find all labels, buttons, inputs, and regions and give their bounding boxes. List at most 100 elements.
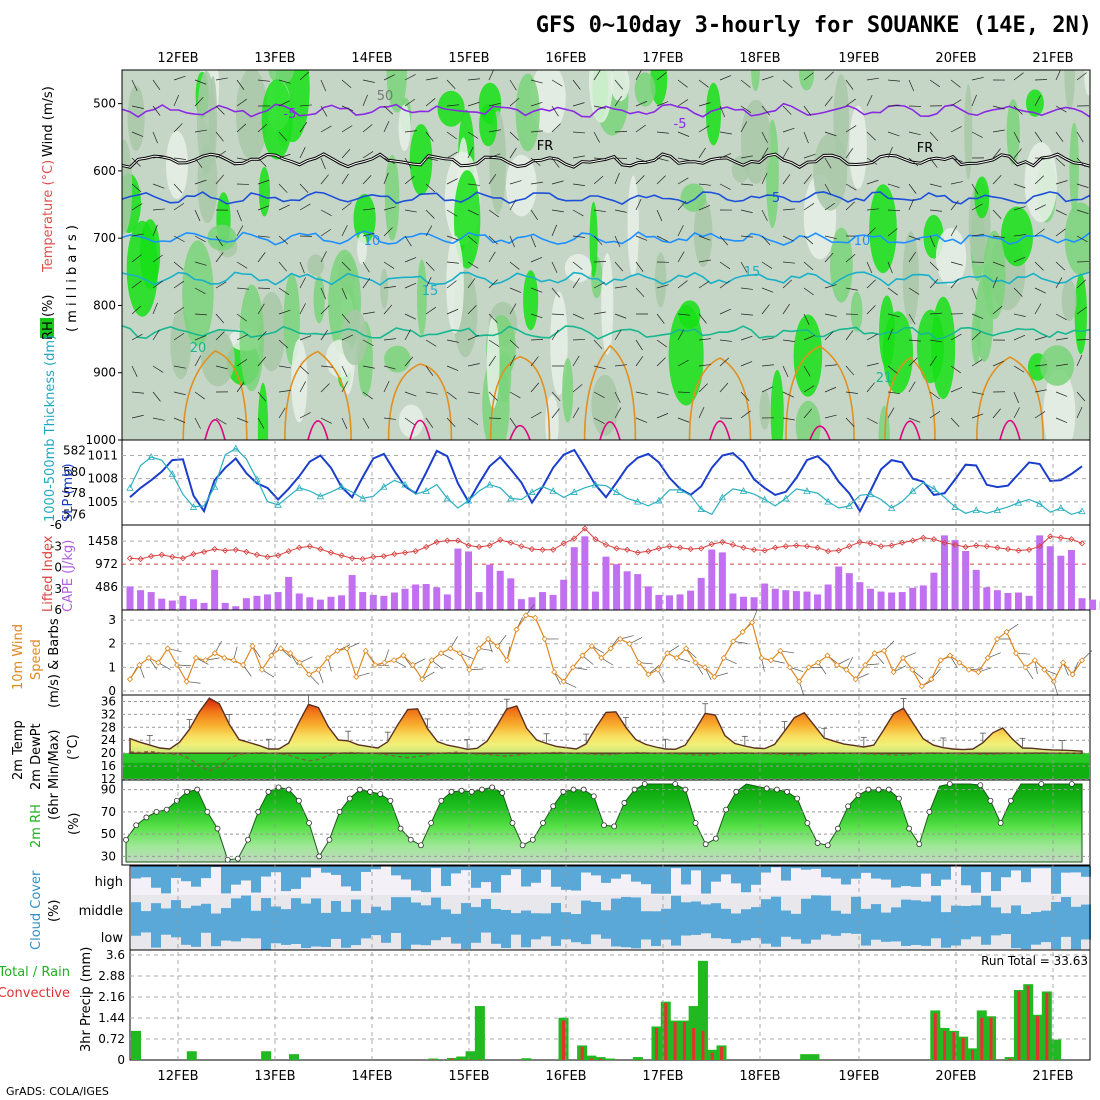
- warm-contour: [284, 350, 352, 440]
- cape-bar: [1046, 546, 1054, 610]
- bottom-date-axis: 12FEB 13FEB 14FEB 15FEB 16FEB 17FEB 18FEB 19FEB…: [157, 1069, 1073, 1084]
- li-point: [1057, 534, 1064, 541]
- hot-contour: [307, 420, 329, 440]
- wind10m-barb: [393, 659, 407, 668]
- precip-total-bar: [261, 1051, 272, 1060]
- hot-contour: [709, 420, 731, 440]
- rh-blob: [353, 193, 376, 244]
- date-label-bottom: 14FEB: [351, 1069, 392, 1084]
- cloud-mid-cell: [451, 913, 461, 922]
- cloud-high-cell: [601, 866, 611, 883]
- cloud-high-cell: [271, 866, 281, 873]
- rh-blob: [398, 404, 424, 438]
- li-point: [476, 543, 483, 551]
- cloud-high-cell: [631, 866, 641, 882]
- rh-point: [234, 855, 241, 862]
- cape-bar: [454, 548, 462, 610]
- thickness-point: [824, 497, 832, 505]
- wind-barb: [992, 175, 1002, 185]
- wind-barb: [866, 227, 876, 237]
- precip-total-bar: [131, 1030, 141, 1060]
- wind-barb: [341, 334, 354, 341]
- wind-barb: [803, 153, 816, 159]
- wind-barb: [152, 302, 158, 315]
- cloud-high-cell: [391, 866, 401, 876]
- wind-barb: [236, 98, 247, 107]
- wind-barb: [656, 413, 669, 419]
- slp-tick: 1011: [87, 448, 118, 462]
- cloud-mid-cell: [771, 896, 781, 922]
- wind10m-point: [749, 619, 756, 626]
- wind-barb: [614, 95, 623, 107]
- wind-barb: [929, 355, 937, 367]
- cloud-low-cell: [361, 922, 371, 939]
- cloud-mid-cell: [331, 901, 341, 922]
- temp-tick: 28: [101, 720, 116, 734]
- li-point: [962, 543, 969, 551]
- li-point: [148, 553, 155, 560]
- wind-barb: [383, 120, 390, 133]
- wind-barb: [194, 335, 207, 341]
- li-point: [592, 536, 599, 543]
- wind-barb: [908, 287, 920, 295]
- wind-barb: [320, 105, 328, 117]
- wind-barb: [152, 329, 160, 341]
- wind-barb: [509, 235, 515, 248]
- rh-point: [550, 803, 557, 810]
- cloud-mid-cell: [971, 905, 981, 922]
- wind-barb: [320, 383, 330, 393]
- rh-point: [875, 786, 882, 793]
- wind-barb: [887, 146, 893, 159]
- thickness-point: [612, 488, 621, 495]
- date-label-bottom: 19FEB: [838, 1069, 879, 1084]
- temp-area: [129, 697, 1083, 754]
- wind10m-point: [579, 652, 586, 659]
- precip-legend-total: Total / Rain: [0, 965, 70, 980]
- hot-contour: [204, 418, 226, 440]
- wind-barb: [509, 131, 519, 141]
- li-point: [634, 549, 641, 556]
- cloud-low-cell: [321, 922, 331, 947]
- wind-barb: [698, 313, 707, 324]
- wind-barb: [173, 417, 186, 423]
- wind-barb: [572, 155, 585, 159]
- cloud-mid-cell: [1021, 913, 1031, 922]
- cloud-low-cell: [251, 922, 261, 939]
- wind-barb: [845, 125, 857, 133]
- li-point: [275, 552, 282, 559]
- rh-blob: [313, 275, 325, 324]
- rh-blob: [1074, 273, 1087, 355]
- wind-barb: [845, 417, 855, 427]
- cloud-high-cell: [861, 866, 871, 873]
- wind-barb: [908, 157, 919, 167]
- wind10m-point: [513, 626, 520, 633]
- thickness-point: [485, 480, 494, 488]
- cloud-high-cell: [331, 866, 341, 875]
- cape-bar: [919, 585, 927, 610]
- date-label-bottom: 18FEB: [739, 1069, 780, 1084]
- cloud-mid-cell: [1011, 905, 1021, 922]
- wind-barb: [572, 131, 585, 134]
- rh-point: [367, 788, 373, 795]
- wind-barb: [698, 147, 706, 159]
- wind-barb: [635, 287, 645, 298]
- thickness-point: [295, 483, 303, 491]
- wind-barb: [467, 183, 480, 186]
- rh-point: [814, 840, 821, 846]
- cloud-high-cell: [1061, 866, 1071, 873]
- wind-barb: [446, 151, 458, 159]
- cloud-mid-cell: [551, 902, 561, 922]
- wind-barb: [446, 308, 459, 315]
- wind-barb: [782, 147, 790, 159]
- wind-barb: [572, 313, 585, 320]
- wind-barb: [173, 94, 180, 107]
- wind-barb: [740, 183, 753, 186]
- cloud-high-cell: [1051, 866, 1061, 894]
- wind-barb: [677, 99, 689, 107]
- wind10m-barb: [553, 671, 561, 685]
- rh-point: [804, 820, 811, 826]
- li-point: [349, 555, 356, 562]
- wind-barb: [971, 131, 983, 138]
- cloud-low-cell: [901, 922, 911, 946]
- wind10m-barb: [346, 642, 360, 649]
